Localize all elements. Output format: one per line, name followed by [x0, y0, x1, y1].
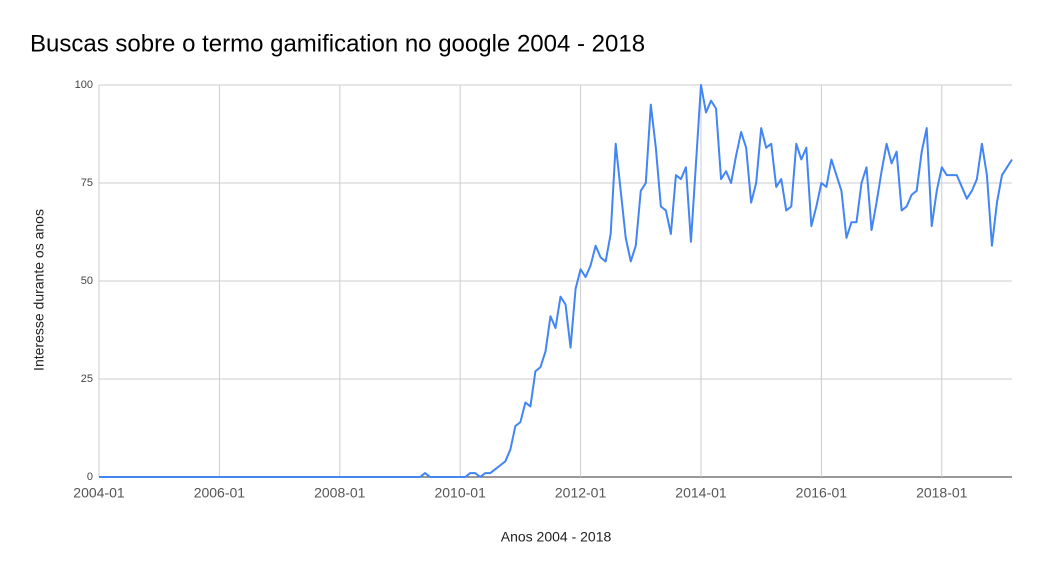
y-tick-label: 25	[81, 373, 93, 385]
y-tick-label: 100	[75, 79, 93, 91]
x-tick-label: 2014-01	[675, 485, 727, 501]
x-tick-label: 2016-01	[796, 485, 848, 501]
y-tick-label: 0	[87, 471, 93, 483]
x-axis-label: Anos 2004 - 2018	[501, 529, 612, 545]
line-series	[99, 84, 1013, 478]
x-tick-label: 2008-01	[314, 485, 366, 501]
x-tick-label: 2018-01	[916, 485, 968, 501]
y-tick-label: 75	[81, 177, 93, 189]
x-tick-label: 2010-01	[434, 485, 486, 501]
y-axis-label: Interesse durante os anos	[31, 209, 47, 371]
x-tick-label: 2006-01	[194, 485, 246, 501]
x-tick-label: 2004-01	[73, 485, 125, 501]
y-tick-label: 50	[81, 275, 93, 287]
chart-title: Buscas sobre o termo gamification no goo…	[30, 30, 645, 57]
x-tick-label: 2012-01	[555, 485, 607, 501]
